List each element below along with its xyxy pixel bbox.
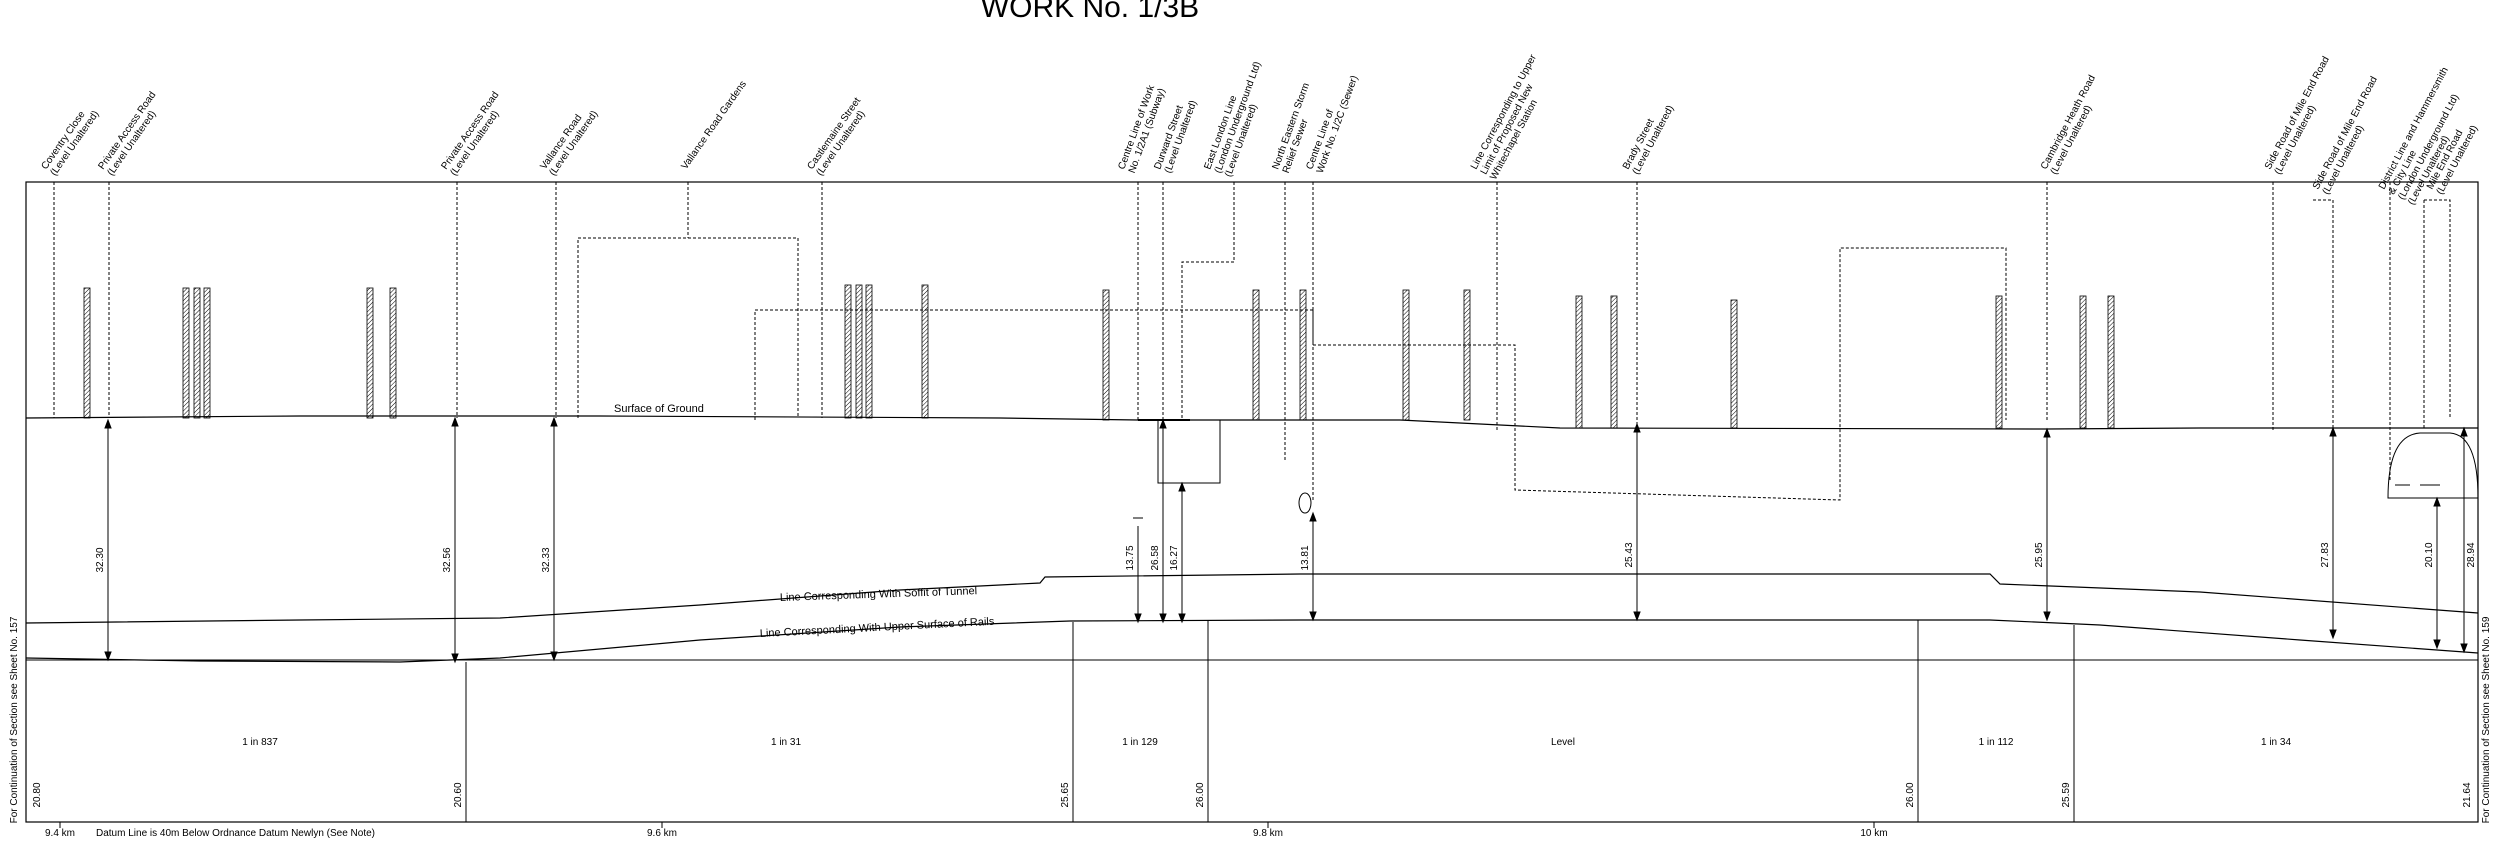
depth-value: 25.43 bbox=[1624, 542, 1635, 567]
section-frame bbox=[25, 181, 2479, 823]
gradient-label: 1 in 31 bbox=[771, 737, 801, 748]
depth-dimensions bbox=[104, 416, 2468, 664]
depth-value: 32.56 bbox=[442, 547, 453, 572]
rail-level: 21.64 bbox=[2462, 782, 2473, 807]
street-reference-lines bbox=[53, 182, 2451, 501]
street-label: East London Line(London Underground Ltd)… bbox=[1202, 56, 1273, 178]
continuation-right-note: For Continuation of Section see Sheet No… bbox=[2481, 616, 2492, 823]
gradient-label: Level bbox=[1551, 737, 1575, 748]
rails-line bbox=[25, 619, 2479, 663]
depth-value: 16.27 bbox=[1169, 545, 1180, 570]
street-label: Brady Street(Level Unaltered) bbox=[1621, 99, 1676, 177]
rail-level-values: 20.80 20.60 25.65 26.00 26.00 25.59 21.6… bbox=[32, 782, 2473, 807]
depth-value: 26.58 bbox=[1150, 545, 1161, 570]
rail-level: 25.59 bbox=[2061, 782, 2072, 807]
buildings bbox=[83, 284, 2115, 429]
chainage-label: 9.8 km bbox=[1253, 828, 1283, 839]
gradient-label: 1 in 129 bbox=[1122, 737, 1158, 748]
gradient-label: 1 in 34 bbox=[2261, 737, 2291, 748]
rail-level: 20.80 bbox=[32, 782, 43, 807]
soffit-label: Line Corresponding With Soffit of Tunnel bbox=[780, 585, 978, 604]
gradient-label: 1 in 112 bbox=[1979, 737, 2014, 748]
street-label: Coventry Close(Level Unaltered) bbox=[39, 103, 101, 178]
depth-value: 32.30 bbox=[95, 547, 106, 572]
street-label: Vallance Road(Level Unaltered) bbox=[538, 103, 600, 178]
rails-label: Line Corresponding With Upper Surface of… bbox=[760, 616, 996, 640]
datum-note: Datum Line is 40m Below Ordnance Datum N… bbox=[96, 828, 375, 839]
depth-value: 27.83 bbox=[2320, 542, 2331, 567]
depth-value: 28.94 bbox=[2466, 542, 2477, 567]
street-label: Castlemaine Street(Level Unaltered) bbox=[805, 96, 872, 178]
surface-of-ground-label: Surface of Ground bbox=[614, 403, 704, 415]
gradient-label: 1 in 837 bbox=[242, 737, 278, 748]
depth-value: 13.81 bbox=[1300, 545, 1311, 570]
gradient-labels: 1 in 837 1 in 31 1 in 129 Level 1 in 112… bbox=[242, 737, 2291, 748]
rail-level: 26.00 bbox=[1905, 782, 1916, 807]
street-label: Cambridge Heath Road(Level Unaltered) bbox=[2039, 73, 2108, 176]
depth-value: 25.95 bbox=[2034, 542, 2045, 567]
street-label: Line Corresponding to UpperLimit of Prop… bbox=[1469, 52, 1559, 181]
rail-level: 20.60 bbox=[453, 782, 464, 807]
depth-value: 32.33 bbox=[541, 547, 552, 572]
surface-of-ground-line bbox=[25, 415, 2478, 430]
street-label: Vallance Road Gardens bbox=[679, 79, 748, 172]
chainage-label: 9.6 km bbox=[647, 828, 677, 839]
street-labels: Coventry Close(Level Unaltered) Private … bbox=[39, 52, 2480, 207]
street-label: Centre Line ofWork No. 1/2C (Sewer) bbox=[1304, 70, 1360, 174]
chainage-label: 9.4 km bbox=[45, 828, 75, 839]
depth-values: 32.30 32.56 32.33 13.75 26.58 16.27 13.8… bbox=[95, 542, 2477, 572]
rail-level: 25.65 bbox=[1060, 782, 1071, 807]
drawing-title: WORK No. 1/3B bbox=[981, 0, 1199, 24]
gradient-dividers bbox=[465, 620, 2075, 822]
rail-level: 26.00 bbox=[1195, 782, 1206, 807]
depth-value: 20.10 bbox=[2424, 542, 2435, 567]
chainage-ticks bbox=[59, 822, 1875, 828]
depth-value: 13.75 bbox=[1125, 545, 1136, 570]
street-label: Private Access Road(Level Unaltered) bbox=[96, 90, 167, 178]
chainage-label: 10 km bbox=[1860, 828, 1887, 839]
continuation-left-note: For Continuation of Section see Sheet No… bbox=[9, 616, 20, 823]
subway-structure bbox=[1138, 419, 2479, 514]
soffit-line bbox=[25, 573, 2479, 624]
street-label: Side Road of Mile End Road(Level Unalter… bbox=[2311, 75, 2390, 197]
street-label: Private Access Road(Level Unaltered) bbox=[439, 90, 510, 178]
